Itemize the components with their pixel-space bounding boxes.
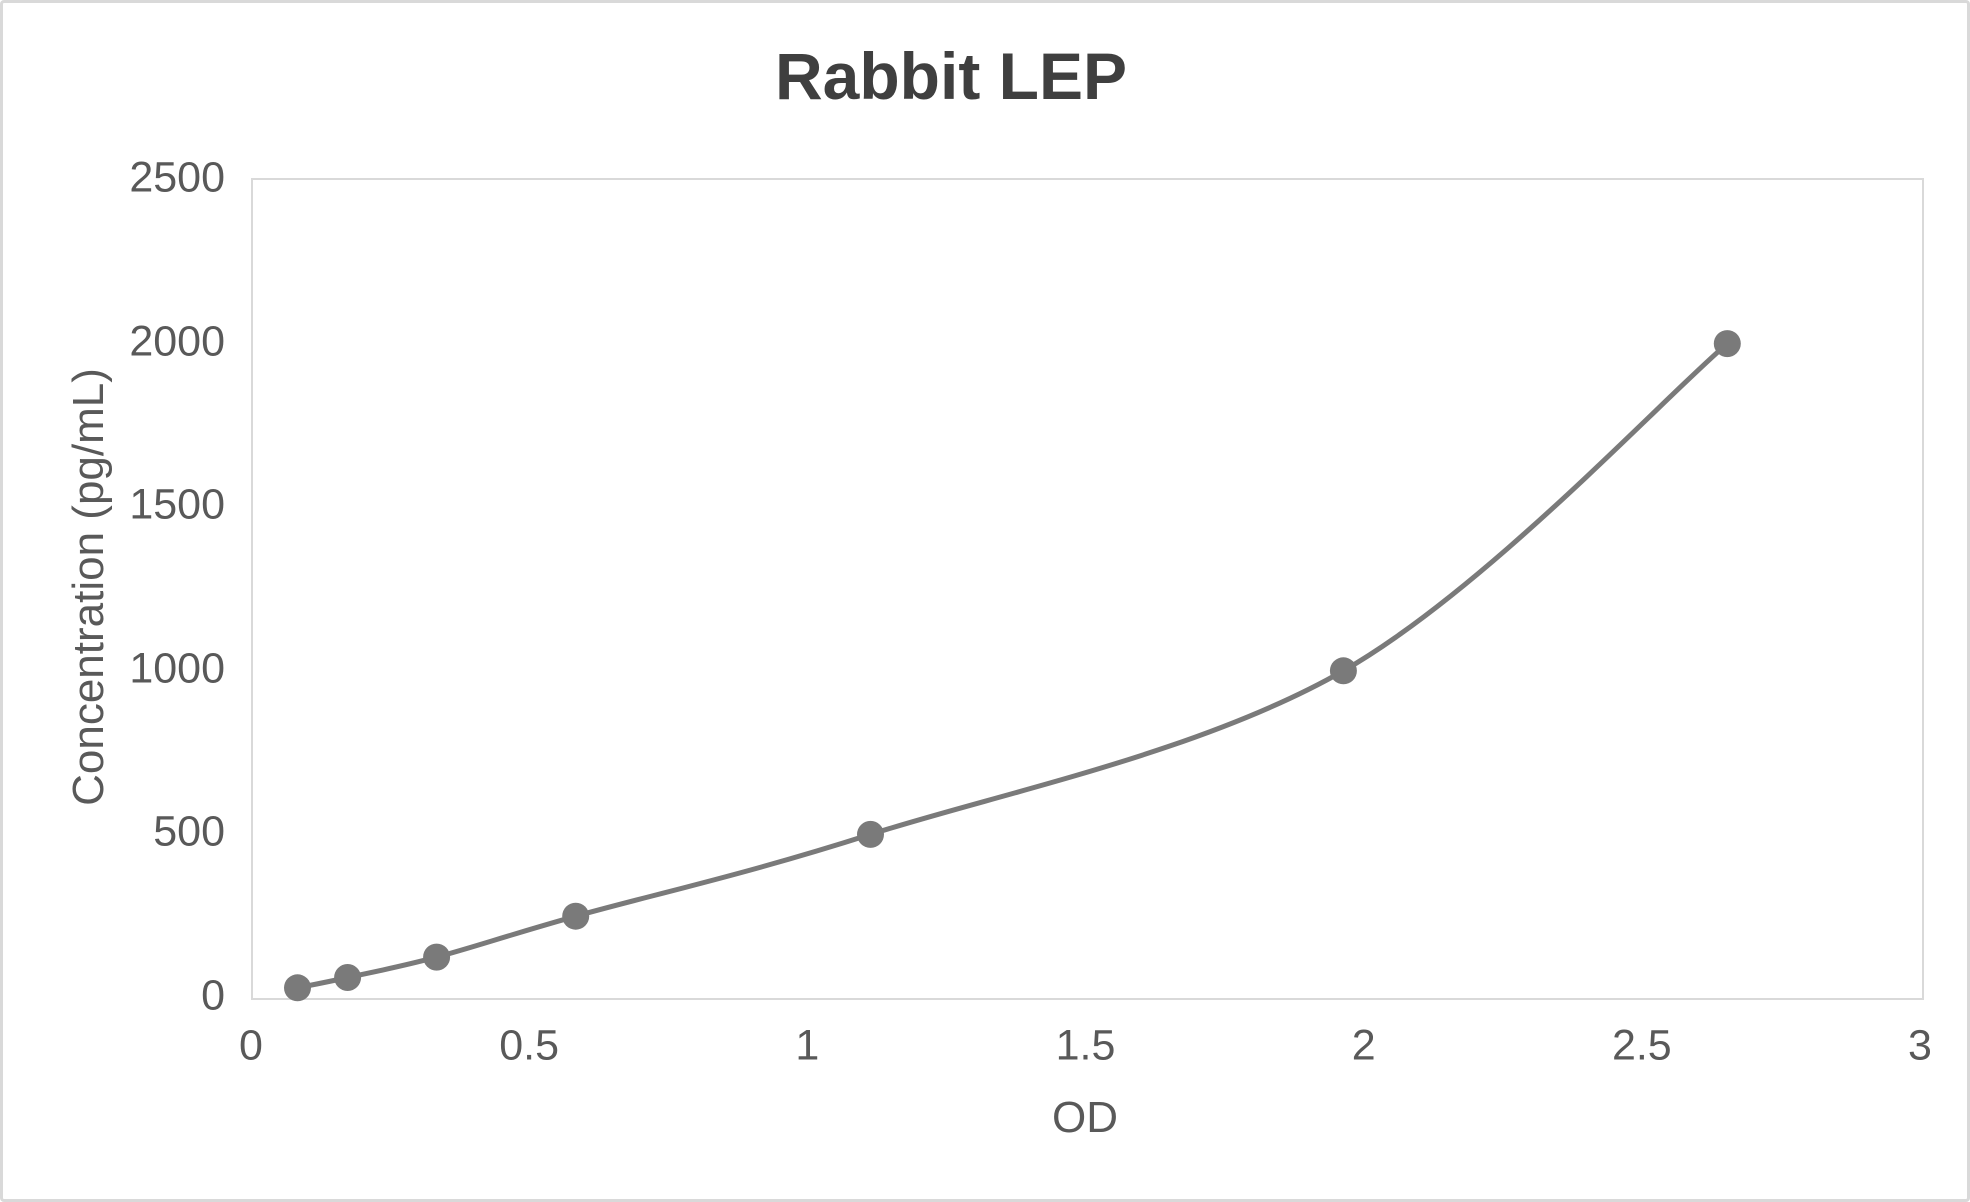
- data-point-marker: [1713, 330, 1741, 358]
- data-point-marker: [423, 943, 451, 971]
- chart-title: Rabbit LEP: [774, 39, 1128, 113]
- data-point-marker: [334, 964, 362, 991]
- y-axis-tick-label: 0: [201, 971, 225, 1020]
- x-axis-tick-label: 2: [1351, 1021, 1376, 1070]
- plot-area: [251, 178, 1924, 1002]
- x-axis-title: OD: [1052, 1093, 1118, 1142]
- x-axis-tick-label: 3: [1908, 1021, 1932, 1070]
- x-axis-tick-label: 2.5: [1611, 1021, 1672, 1070]
- y-axis-tick-label: 2000: [129, 317, 225, 366]
- series-line: [295, 341, 1730, 991]
- y-axis-tick-label: 2500: [129, 153, 225, 202]
- data-point-marker: [284, 974, 311, 1002]
- y-axis-title: Concentration (pg/mL): [64, 368, 113, 806]
- series-plot: [284, 330, 1741, 1002]
- x-axis-tick-label: 1.5: [1055, 1021, 1116, 1070]
- y-axis-tick-label: 500: [153, 807, 225, 856]
- x-axis-tick-label: 0: [239, 1021, 263, 1070]
- data-point-marker: [562, 902, 590, 930]
- y-axis-tick-label: 1000: [129, 644, 225, 693]
- data-point-marker: [857, 820, 884, 848]
- x-axis-tick-label: 1: [795, 1021, 820, 1070]
- data-point-marker: [1329, 657, 1357, 685]
- x-axis-tick-label: 0.5: [499, 1021, 560, 1070]
- y-axis-tick-label: 1500: [129, 480, 225, 529]
